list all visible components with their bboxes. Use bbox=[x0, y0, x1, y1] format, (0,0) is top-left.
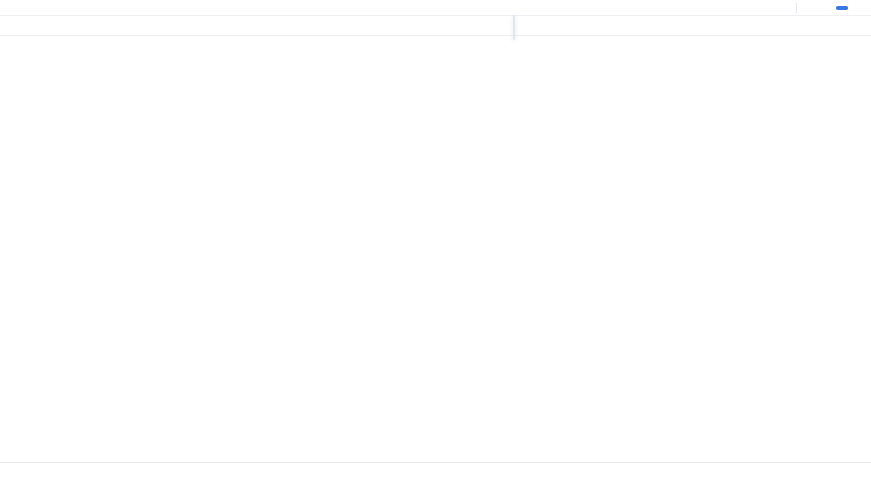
top-toolbar bbox=[0, 0, 871, 16]
candlestick-chart[interactable] bbox=[0, 36, 871, 462]
divider bbox=[796, 2, 797, 13]
floating-drawing-toolbar bbox=[513, 15, 515, 40]
chevron-down-icon bbox=[821, 4, 829, 12]
drawing-toolbar bbox=[0, 16, 871, 36]
share-icon[interactable] bbox=[855, 2, 866, 13]
ohlc-info-bar bbox=[6, 39, 81, 49]
collapse-icon[interactable] bbox=[6, 39, 16, 49]
layout-save-menu[interactable] bbox=[804, 2, 829, 13]
cloud-icon bbox=[804, 2, 815, 13]
kline-analysis-button[interactable] bbox=[836, 5, 848, 10]
top-toolbar-right bbox=[782, 2, 871, 13]
time-axis[interactable] bbox=[0, 462, 871, 483]
